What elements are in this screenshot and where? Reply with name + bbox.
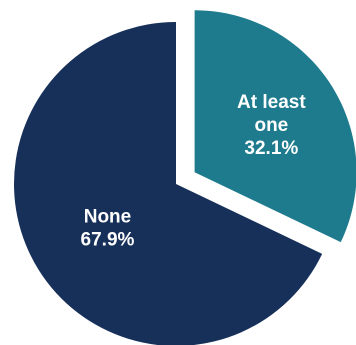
pie-slices xyxy=(14,10,356,345)
pie-label-at-least-one: At least one 32.1% xyxy=(237,92,306,159)
pie-labels: At least one 32.1% None 67.9% xyxy=(81,92,307,251)
pie-category-label: None xyxy=(84,207,132,228)
pie-category-label: one xyxy=(254,115,288,136)
pie-label-none: None 67.9% xyxy=(81,207,135,251)
pie-category-label: At least xyxy=(237,92,306,113)
pie-slice-none xyxy=(14,22,323,345)
pie-value-label: 32.1% xyxy=(244,138,298,159)
pie-value-label: 67.9% xyxy=(81,230,135,251)
pie-slice-at-least-one xyxy=(194,10,356,243)
